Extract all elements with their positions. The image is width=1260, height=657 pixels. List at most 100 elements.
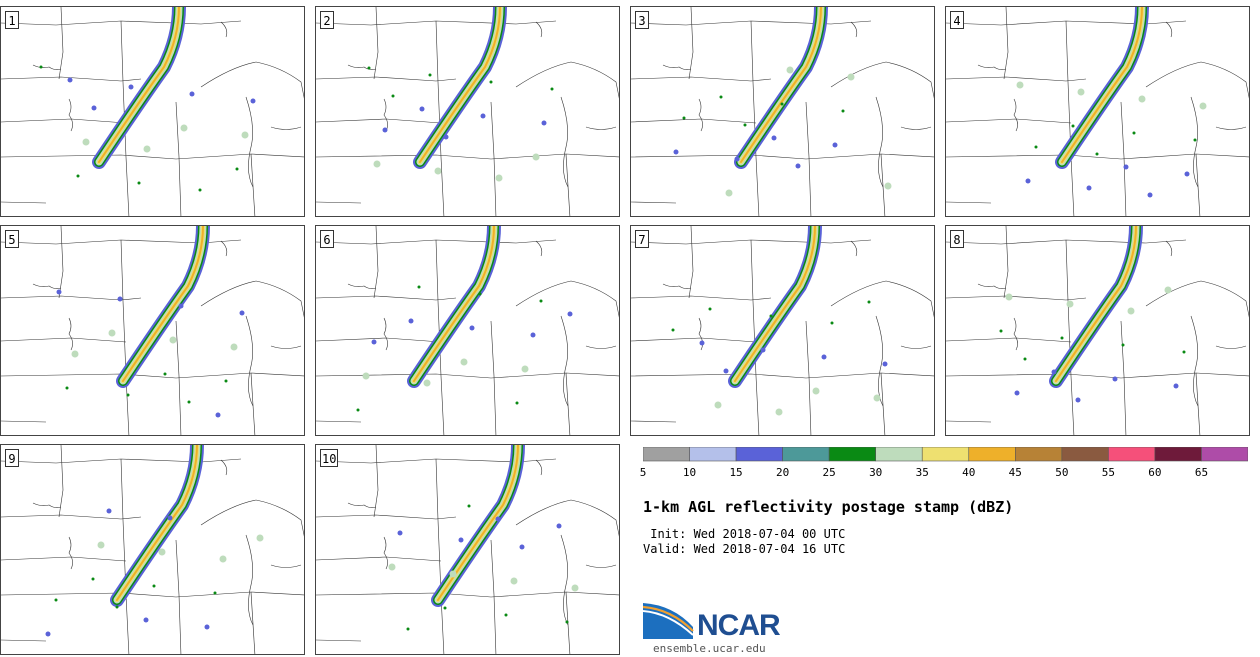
boundary-line — [1, 514, 142, 520]
boundary-line — [270, 564, 302, 568]
boundary-line — [830, 280, 934, 318]
reflectivity-cell — [143, 617, 149, 623]
boundary-line — [1215, 126, 1247, 130]
boundary-line — [535, 459, 543, 476]
reflectivity-cell — [239, 310, 245, 316]
reflectivity-colorbar — [643, 447, 1248, 462]
boundary-line — [880, 153, 886, 216]
boundary-line — [220, 240, 228, 257]
reflectivity-cell — [1005, 293, 1013, 301]
boundary-line — [946, 295, 1087, 301]
colorbar-tick-labels: 5 10 15 20 25 30 35 40 45 50 55 60 65 — [640, 466, 1248, 482]
boundary-line — [220, 21, 228, 38]
boundary-line — [565, 372, 571, 435]
reflectivity-cell — [1164, 286, 1172, 294]
boundary-line — [662, 283, 692, 289]
reflectivity-cell — [423, 379, 431, 387]
ensemble-member-panel[interactable]: 2 — [315, 6, 620, 217]
reflectivity-cell — [719, 95, 723, 99]
reflectivity-cell — [832, 142, 838, 148]
reflectivity-cell — [382, 127, 388, 133]
reflectivity-cell — [1095, 152, 1099, 156]
reflectivity-cell — [775, 408, 783, 416]
reflectivity-cell — [480, 113, 486, 119]
ensemble-member-panel[interactable]: 9 — [0, 444, 305, 655]
reflectivity-cell — [198, 188, 202, 192]
reflectivity-cell — [565, 620, 569, 624]
colorbar-tick: 10 — [682, 466, 697, 479]
member-number-label: 5 — [5, 230, 19, 248]
reflectivity-cell — [1138, 95, 1146, 103]
boundary-line — [58, 7, 64, 80]
boundary-line — [631, 153, 934, 160]
boundary-line — [585, 564, 617, 568]
reflectivity-cell — [45, 631, 51, 637]
boundary-line — [1, 556, 127, 562]
reflectivity-cell — [1051, 369, 1057, 375]
reflectivity-cell — [495, 174, 503, 182]
boundary-line — [1, 372, 304, 379]
boundary-line — [515, 280, 619, 318]
reflectivity-band — [731, 226, 819, 385]
boundary-line — [490, 101, 497, 216]
reflectivity-cell — [54, 598, 58, 602]
member-number-label: 10 — [320, 449, 339, 467]
ensemble-member-panel[interactable]: 4 — [945, 6, 1250, 217]
reflectivity-band — [740, 7, 822, 163]
boundary-line — [1190, 96, 1199, 188]
reflectivity-cell — [1182, 350, 1186, 354]
boundary-line — [316, 153, 619, 160]
reflectivity-cell — [362, 372, 370, 380]
ensemble-member-panel[interactable]: 7 — [630, 225, 935, 436]
ensemble-member-panel[interactable]: 1 — [0, 6, 305, 217]
reflectivity-cell — [673, 149, 679, 155]
radar-map — [631, 7, 934, 216]
boundary-line — [58, 445, 64, 518]
ensemble-member-panel[interactable]: 6 — [315, 225, 620, 436]
colorbar-tick: 40 — [962, 466, 976, 479]
boundary-line — [316, 118, 442, 124]
boundary-line — [946, 118, 1072, 124]
boundary-line — [1, 639, 47, 642]
boundary-line — [850, 240, 858, 257]
ensemble-member-panel[interactable]: 3 — [630, 6, 935, 217]
colorbar-tick: 65 — [1194, 466, 1209, 479]
boundary-line — [805, 101, 812, 216]
boundary-line — [698, 98, 703, 132]
ensemble-member-panel[interactable]: 5 — [0, 225, 305, 436]
reflectivity-cell — [708, 307, 712, 311]
reflectivity-band — [416, 7, 504, 166]
reflectivity-cell — [1123, 164, 1129, 170]
reflectivity-cell — [71, 350, 79, 358]
reflectivity-cell — [39, 65, 43, 69]
reflectivity-cell — [91, 577, 95, 581]
boundary-line — [880, 372, 886, 435]
colorbar-tick: 25 — [822, 466, 836, 479]
boundary-line — [373, 226, 379, 299]
reflectivity-cell — [371, 339, 377, 345]
ensemble-member-panel[interactable]: 8 — [945, 225, 1250, 436]
ensemble-member-panel[interactable]: 10 — [315, 444, 620, 655]
reflectivity-band — [434, 445, 522, 604]
reflectivity-cell — [230, 343, 238, 351]
reflectivity-cell — [780, 102, 784, 106]
reflectivity-cell — [406, 627, 410, 631]
reflectivity-cell — [250, 98, 256, 104]
reflectivity-cell — [841, 109, 845, 113]
reflectivity-cell — [510, 577, 518, 585]
boundary-line — [1, 591, 304, 598]
boundary-line — [585, 126, 617, 130]
reflectivity-cell — [215, 412, 221, 418]
reflectivity-band — [410, 226, 498, 385]
reflectivity-cell — [126, 393, 130, 397]
logo-url[interactable]: ensemble.ucar.edu — [653, 642, 766, 655]
reflectivity-cell — [449, 570, 457, 578]
reflectivity-band — [419, 7, 501, 163]
boundary-line — [1065, 239, 1075, 435]
member-number-label: 6 — [320, 230, 334, 248]
colorbar-tick: 45 — [1008, 466, 1022, 479]
reflectivity-cell — [682, 116, 686, 120]
reflectivity-cell — [1112, 376, 1118, 382]
radar-map — [946, 226, 1249, 435]
boundary-line — [120, 239, 130, 435]
